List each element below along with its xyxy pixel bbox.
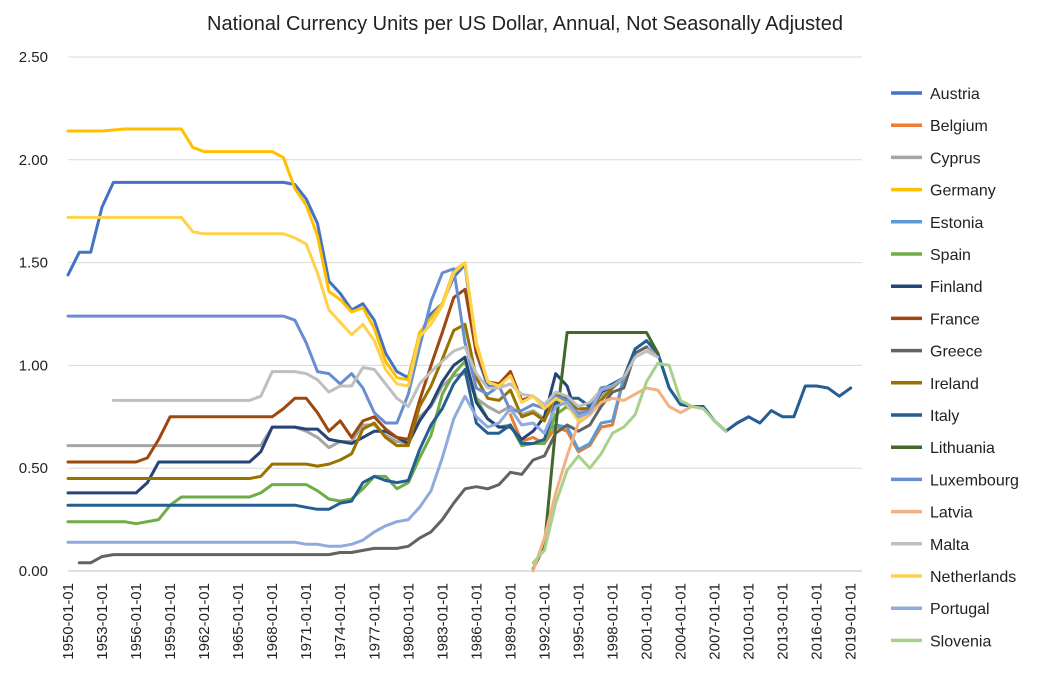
- legend-label-luxembourg: Luxembourg: [930, 472, 1019, 489]
- x-tick-label: 1986-01-01: [468, 583, 485, 660]
- legend-label-cyprus: Cyprus: [930, 150, 981, 167]
- x-axis-tick-labels: 1950-01-01 1953-01-01 1956-01-01 1959-01-01…: [60, 583, 860, 660]
- legend-label-austria: Austria: [930, 86, 980, 103]
- x-tick-label: 1968-01-01: [264, 583, 281, 660]
- chart-title: National Currency Units per US Dollar, A…: [207, 13, 843, 35]
- series-line-slovenia: [531, 361, 728, 565]
- x-tick-label: 1950-01-01: [60, 583, 77, 660]
- legend: Austria Belgium Cyprus Germany Estonia Spain F…: [891, 86, 1019, 650]
- x-tick-label: 1992-01-01: [536, 583, 553, 660]
- series-line-portugal: [66, 376, 626, 548]
- y-axis-tick-labels: 0.00 0.50 1.00 1.50 2.00 2.50: [19, 49, 48, 580]
- series-line-belgium: [508, 376, 626, 454]
- legend-label-finland: Finland: [930, 279, 982, 296]
- legend-label-slovenia: Slovenia: [930, 633, 991, 650]
- x-tick-label: 1998-01-01: [604, 583, 621, 660]
- legend-label-latvia: Latvia: [930, 505, 973, 522]
- x-tick-label: 1980-01-01: [400, 583, 417, 660]
- y-tick-label: 2.00: [19, 152, 48, 169]
- series-line-lithuania: [531, 331, 660, 571]
- y-tick-label: 2.50: [19, 49, 48, 66]
- legend-label-netherlands: Netherlands: [930, 569, 1016, 586]
- x-tick-label: 1962-01-01: [196, 583, 213, 660]
- legend-label-portugal: Portugal: [930, 601, 990, 618]
- x-tick-label: 1965-01-01: [230, 583, 247, 660]
- series-line-netherlands: [66, 215, 626, 423]
- x-tick-label: 1989-01-01: [502, 583, 519, 660]
- series-line-luxembourg: [66, 267, 626, 425]
- y-tick-label: 1.50: [19, 255, 48, 272]
- series-lines: [66, 127, 853, 573]
- x-tick-label: 2013-01-01: [775, 583, 792, 660]
- x-tick-label: 2004-01-01: [673, 583, 690, 660]
- series-line-spain: [66, 359, 626, 526]
- gridlines: [68, 56, 862, 572]
- series-line-finland: [66, 355, 626, 495]
- x-tick-label: 1959-01-01: [162, 583, 179, 660]
- x-tick-label: 1971-01-01: [298, 583, 315, 660]
- x-tick-label: 2007-01-01: [707, 583, 724, 660]
- series-line-latvia: [531, 386, 694, 573]
- legend-label-lithuania: Lithuania: [930, 440, 995, 457]
- legend-label-greece: Greece: [930, 344, 983, 361]
- y-tick-label: 0.50: [19, 460, 48, 477]
- x-tick-label: 2016-01-01: [809, 583, 826, 660]
- x-tick-label: 1974-01-01: [332, 583, 349, 660]
- series-line-greece: [77, 345, 648, 565]
- x-tick-label: 1983-01-01: [434, 583, 451, 660]
- legend-label-ireland: Ireland: [930, 376, 979, 393]
- x-tick-label: 1995-01-01: [570, 583, 587, 660]
- y-tick-label: 0.00: [19, 563, 48, 580]
- x-tick-label: 1977-01-01: [366, 583, 383, 660]
- x-tick-label: 1956-01-01: [128, 583, 145, 660]
- x-tick-label: 1953-01-01: [94, 583, 111, 660]
- legend-label-spain: Spain: [930, 247, 971, 264]
- x-tick-label: 2010-01-01: [741, 583, 758, 660]
- x-tick-label: 2019-01-01: [843, 583, 860, 660]
- legend-label-belgium: Belgium: [930, 118, 988, 135]
- legend-label-estonia: Estonia: [930, 215, 983, 232]
- legend-label-italy: Italy: [930, 408, 959, 425]
- x-tick-label: 2001-01-01: [638, 583, 655, 660]
- legend-label-malta: Malta: [930, 537, 969, 554]
- legend-label-germany: Germany: [930, 183, 996, 200]
- y-tick-label: 1.00: [19, 357, 48, 374]
- series-line-malta: [111, 345, 660, 408]
- legend-label-france: France: [930, 311, 980, 328]
